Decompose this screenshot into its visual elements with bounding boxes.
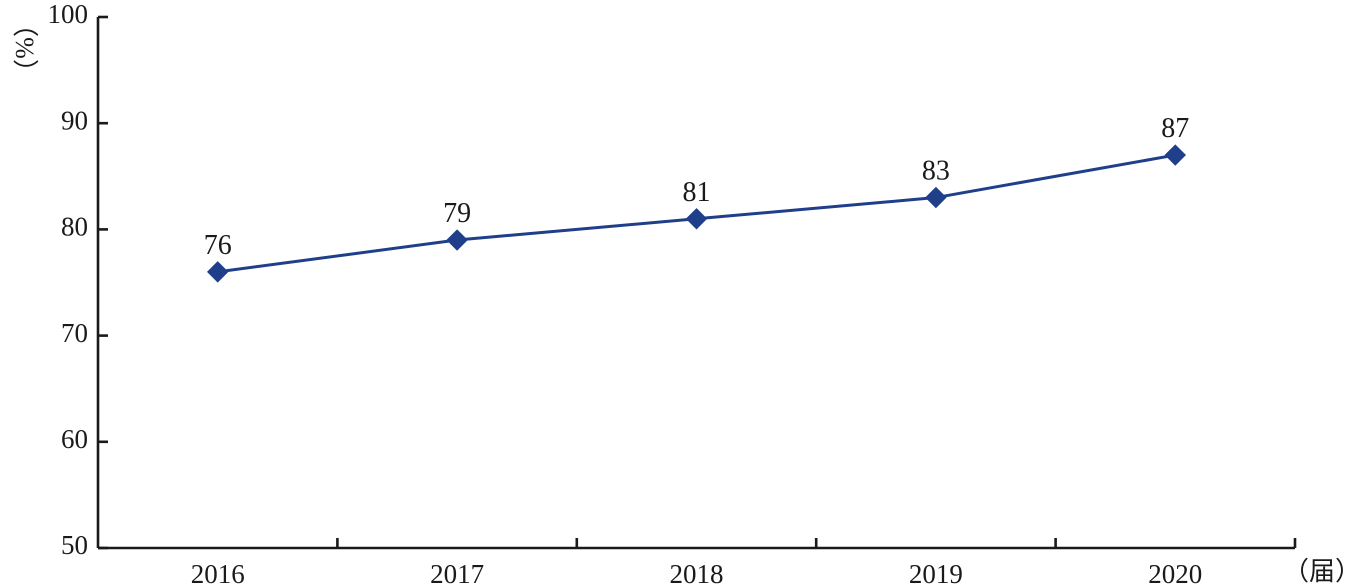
data-point-marker [446, 229, 468, 251]
y-axis-unit-label: （%） [10, 11, 39, 85]
series-group [206, 144, 1187, 283]
y-tick-label: 90 [61, 105, 88, 135]
data-point-marker [685, 208, 708, 230]
data-label: 76 [204, 230, 232, 261]
y-tick-label: 100 [48, 0, 89, 29]
data-point-marker [925, 186, 947, 209]
y-axis: 50 60 70 80 90 100 [48, 0, 108, 560]
x-axis: 2016 2017 2018 2019 2020 [98, 538, 1297, 588]
x-tick-label: 2016 [191, 559, 245, 588]
data-label: 79 [443, 198, 471, 229]
data-point-marker [206, 261, 229, 283]
x-axis-unit-label: （届） [1283, 557, 1359, 586]
x-tick-label: 2020 [1148, 559, 1202, 588]
data-point-marker [1164, 144, 1187, 166]
x-tick-label: 2017 [430, 559, 484, 588]
x-tick-label: 2019 [909, 559, 963, 588]
data-label: 83 [922, 156, 950, 187]
x-tick-label: 2018 [670, 559, 724, 588]
y-tick-label: 70 [61, 318, 88, 348]
data-labels: 76 79 81 83 87 [204, 113, 1190, 261]
data-label: 87 [1161, 113, 1189, 144]
data-label: 81 [683, 177, 711, 208]
y-tick-label: 60 [61, 424, 88, 454]
y-tick-label: 50 [61, 530, 88, 560]
y-tick-label: 80 [61, 212, 88, 242]
